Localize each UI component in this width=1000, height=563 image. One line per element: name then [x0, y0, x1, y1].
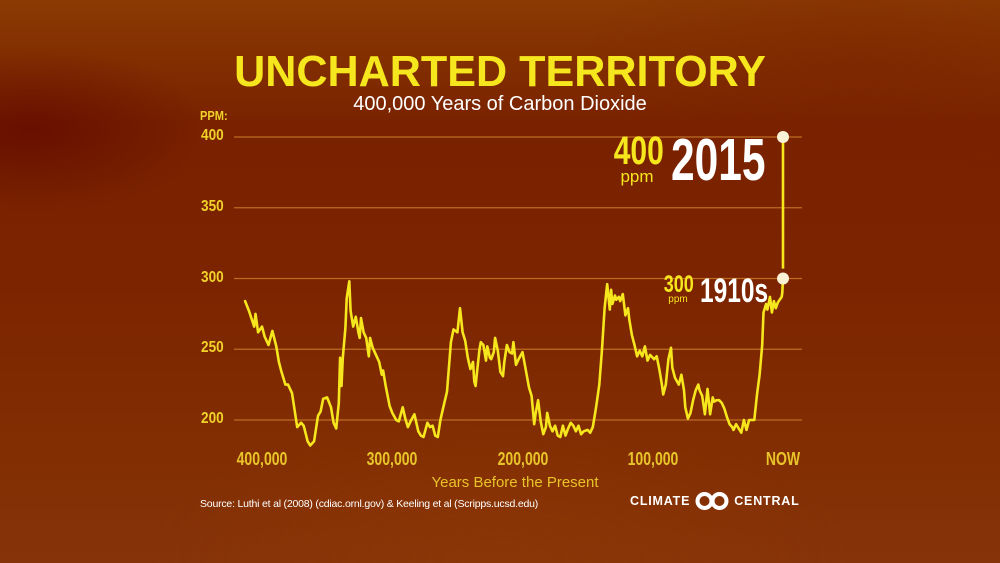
- climate-central-logo: CLIMATE CENTRAL: [630, 491, 800, 511]
- logo-text-right: CENTRAL: [734, 494, 800, 508]
- x-tick-400000: 400,000: [236, 449, 288, 469]
- source-citation: Source: Luthi et al (2008) (cdiac.ornl.g…: [200, 498, 539, 510]
- y-tick-300: 300: [201, 268, 224, 286]
- y-tick-400: 400: [201, 127, 224, 144]
- y-axis-title: PPM:: [200, 108, 228, 123]
- annotation-1910s-year: 1910s: [700, 272, 769, 310]
- y-tick-250: 250: [201, 339, 224, 357]
- marker-2015: [777, 131, 789, 143]
- x-tick-100000: 100,000: [627, 449, 679, 469]
- y-tick-350: 350: [201, 197, 224, 215]
- chart-title: UNCHARTED TERRITORY: [234, 47, 766, 96]
- rings-logo-icon: [695, 492, 729, 510]
- marker-1910s: [777, 272, 789, 285]
- x-tick-300000: 300,000: [366, 449, 418, 469]
- x-tick-200000: 200,000: [497, 449, 548, 469]
- chart-subtitle: 400,000 Years of Carbon Dioxide: [353, 93, 647, 115]
- logo-text-left: CLIMATE: [630, 494, 691, 508]
- annotation-1910s-value: 300: [663, 271, 694, 298]
- y-tick-200: 200: [201, 410, 224, 427]
- x-tick-now: NOW: [765, 449, 801, 469]
- annotation-2015-value: 400: [613, 129, 664, 173]
- annotation-2015-year: 2015: [671, 127, 766, 193]
- x-axis-title: Years Before the Present: [431, 474, 599, 491]
- annotation-2015-unit: ppm: [620, 167, 654, 186]
- annotation-1910s-unit: ppm: [668, 294, 688, 305]
- gridlines: [234, 136, 802, 421]
- co2-line: [243, 277, 785, 447]
